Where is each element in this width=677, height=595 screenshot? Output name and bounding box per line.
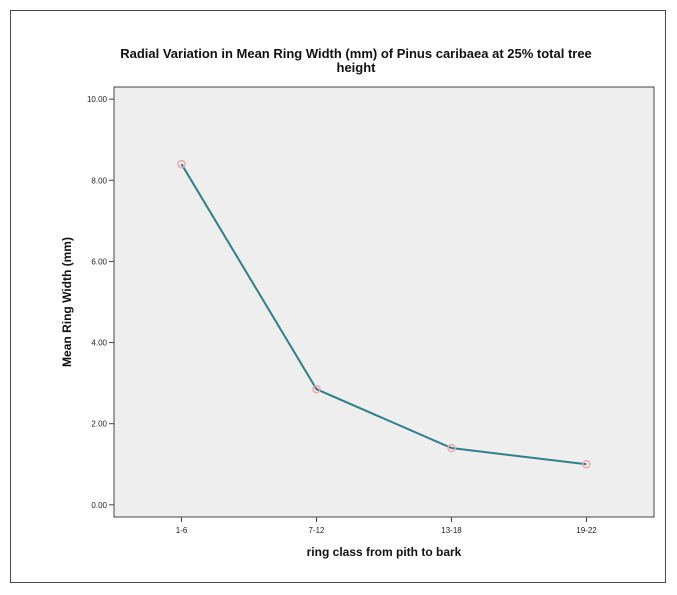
y-tick-label: 2.00 (91, 420, 107, 429)
data-point (312, 384, 321, 394)
y-tick-label: 4.00 (91, 339, 107, 348)
chart-title-line-2: height (337, 60, 377, 75)
x-axis: 1-6 7-12 13-18 19-22 (176, 517, 597, 535)
y-tick-label: 0.00 (91, 501, 107, 510)
x-tick-label: 1-6 (176, 526, 188, 535)
chart-title-line-1: Radial Variation in Mean Ring Width (mm)… (120, 46, 592, 61)
data-point (447, 443, 456, 453)
y-tick-label: 6.00 (91, 257, 107, 266)
x-tick-label: 19-22 (576, 526, 597, 535)
x-tick-label: 13-18 (441, 526, 462, 535)
x-axis-label: ring class from pith to bark (307, 545, 462, 559)
data-point (582, 460, 591, 469)
y-tick-label: 10.00 (87, 95, 108, 104)
plot-area (113, 86, 655, 518)
y-axis: 0.00 2.00 4.00 6.00 8.00 10.00 (87, 95, 114, 510)
data-point (177, 159, 186, 169)
series-line (180, 163, 587, 466)
chart-svg: Radial Variation in Mean Ring Width (mm)… (60, 46, 655, 559)
y-axis-label: Mean Ring Width (mm) (60, 237, 74, 367)
x-tick-label: 7-12 (308, 526, 325, 535)
y-tick-label: 8.00 (91, 176, 107, 185)
chart-figure: Radial Variation in Mean Ring Width (mm)… (10, 10, 666, 583)
data-series (177, 159, 591, 469)
